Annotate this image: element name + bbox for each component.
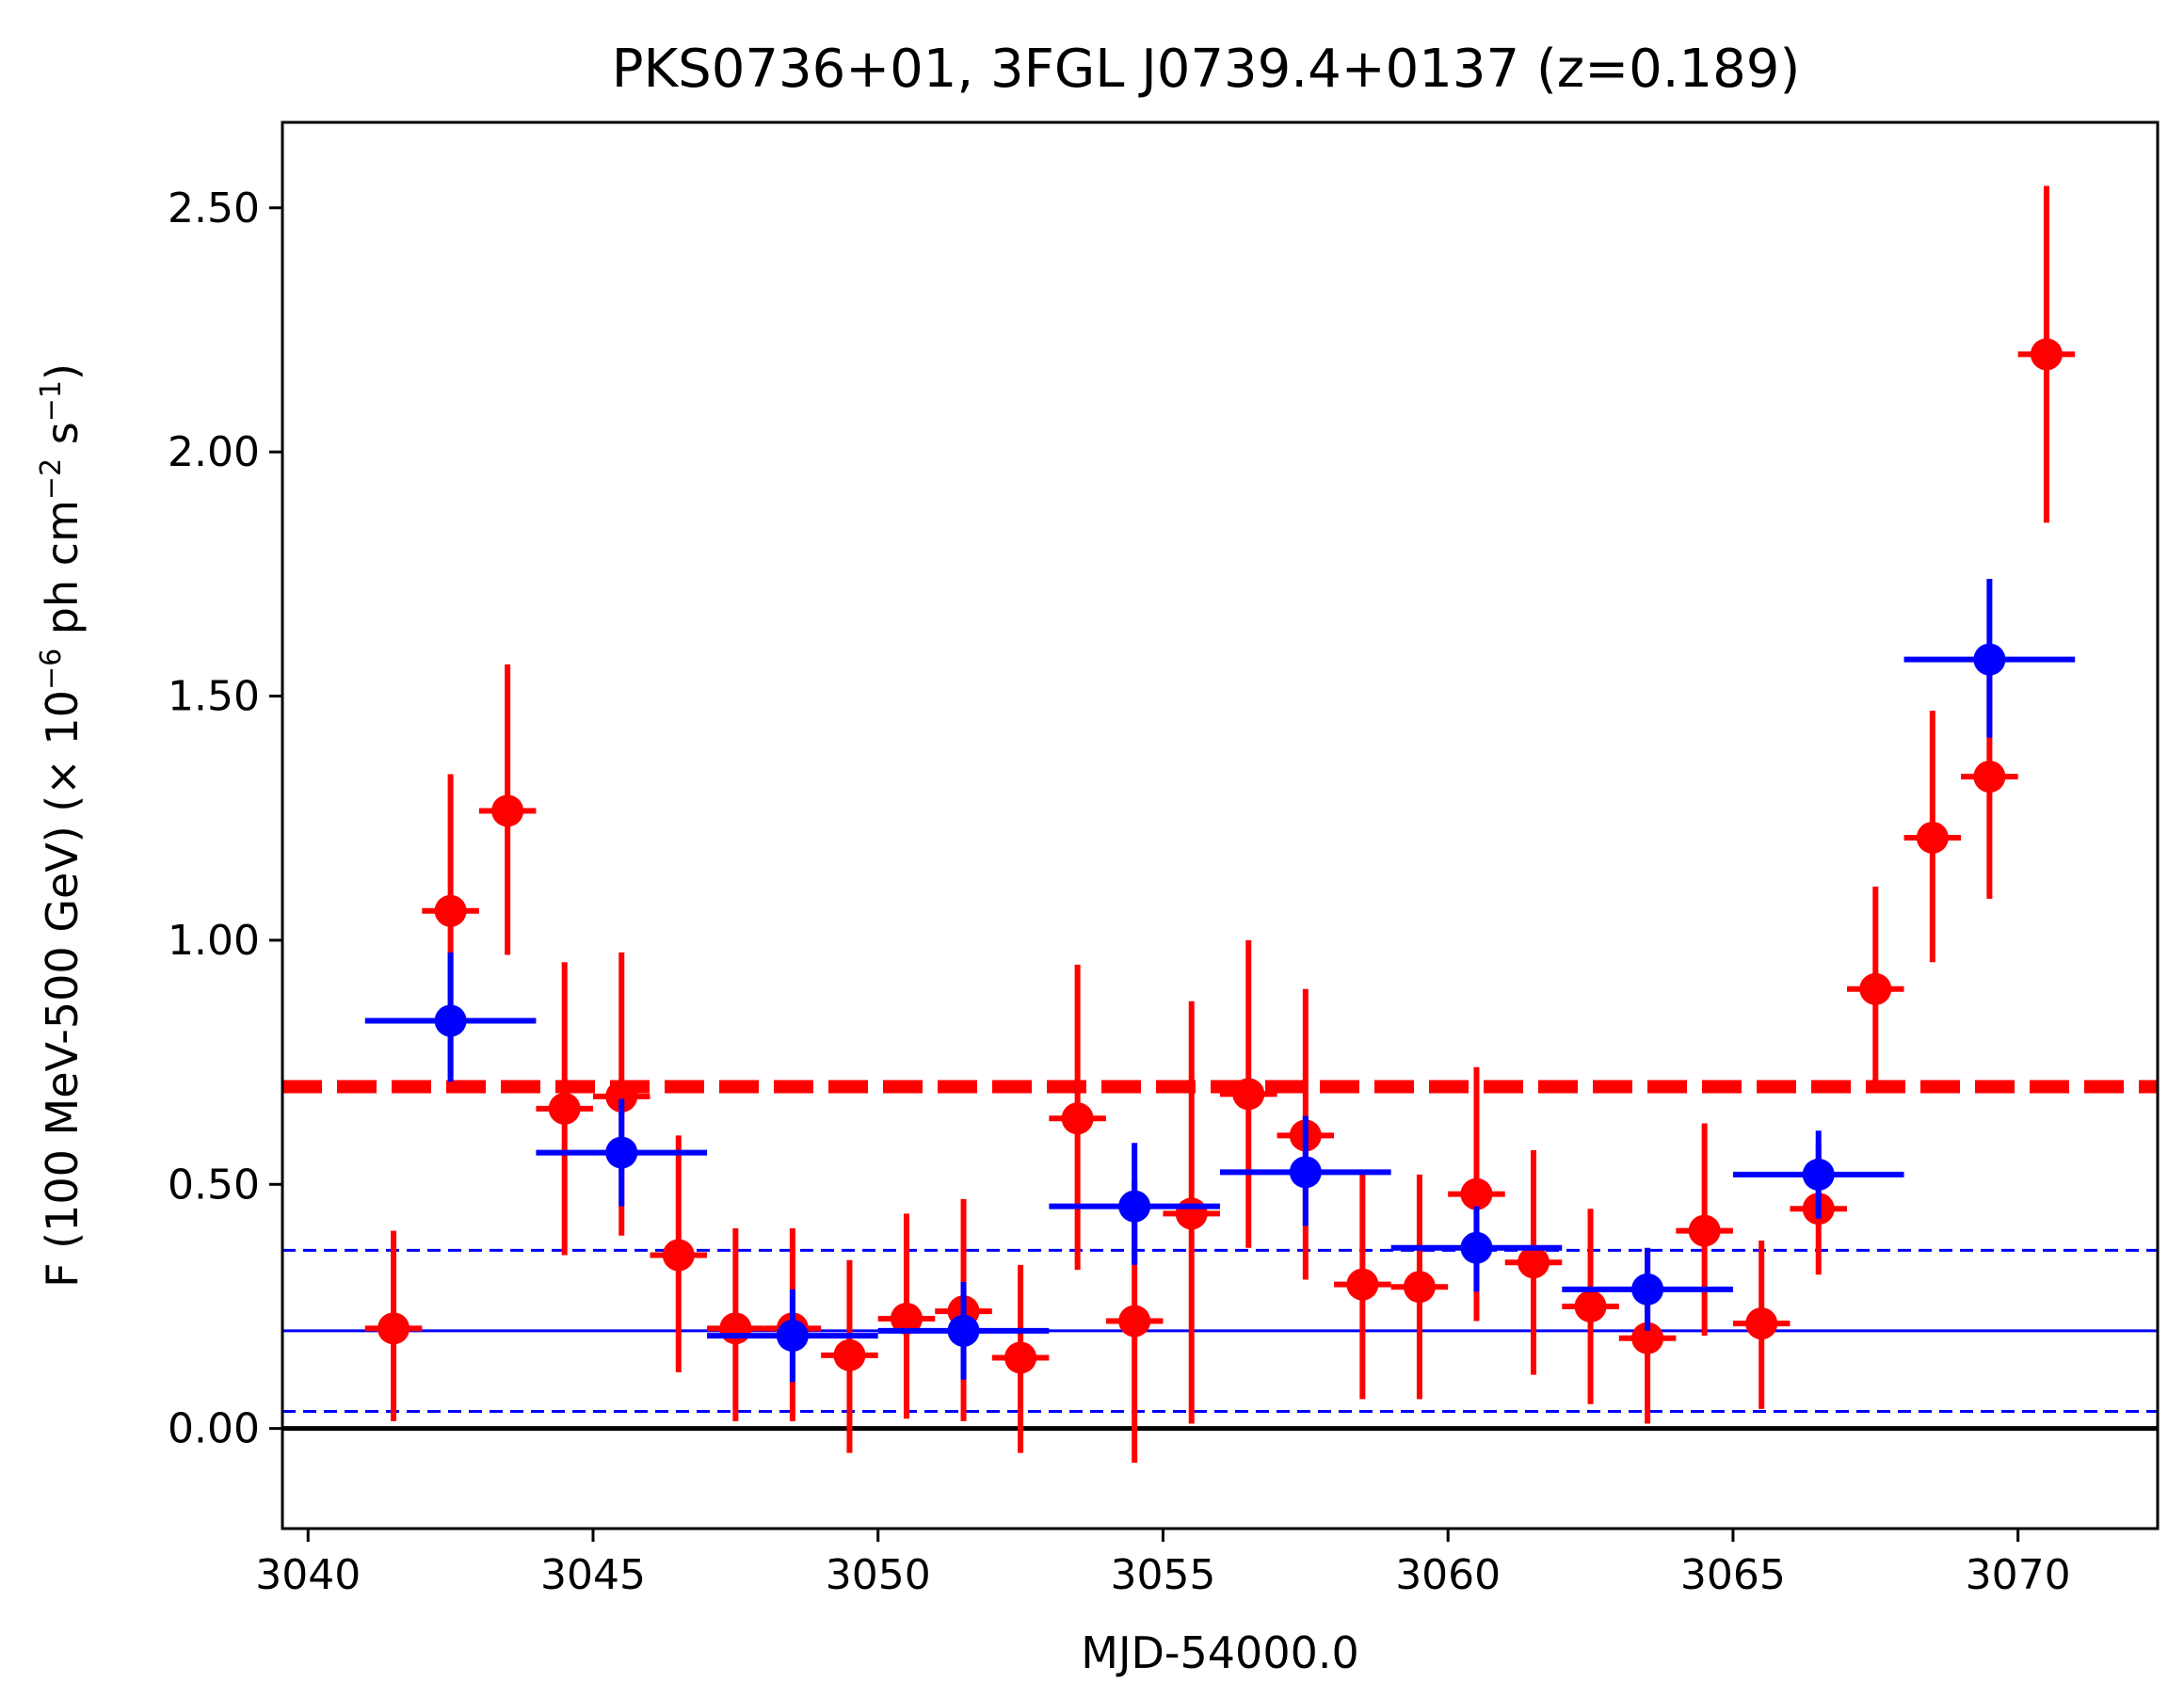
y-label-exp-3: −1 <box>35 380 68 422</box>
data-point <box>776 1320 809 1353</box>
x-axis-ticks: 3040 3045 3050 3055 3060 3065 3070 <box>255 1529 2071 1599</box>
x-tick-label: 3055 <box>1110 1551 1215 1599</box>
data-point <box>1004 1341 1037 1374</box>
data-point <box>1346 1268 1379 1301</box>
data-point <box>1688 1214 1721 1247</box>
series-blue-3day <box>364 579 2076 1383</box>
data-point <box>2030 338 2063 371</box>
data-point <box>1175 1197 1208 1230</box>
reference-lines <box>282 1080 2158 1432</box>
y-label-exp-2: −2 <box>35 458 68 500</box>
data-point <box>434 1004 467 1037</box>
data-point <box>890 1302 923 1335</box>
data-point <box>1289 1156 1322 1189</box>
series-red-1day <box>364 185 2076 1463</box>
y-label-suffix: ) <box>37 363 88 380</box>
plot-area <box>282 185 2158 1463</box>
y-axis-ticks: 0.00 0.50 1.00 1.50 2.00 2.50 <box>168 184 282 1453</box>
axes-frame <box>281 120 2160 1530</box>
y-tick-label: 1.00 <box>168 917 260 965</box>
data-series <box>364 185 2076 1463</box>
data-point <box>1916 821 1949 854</box>
x-tick-label: 3060 <box>1395 1551 1501 1599</box>
y-tick-label: 0.50 <box>168 1161 260 1209</box>
y-tick-label: 2.50 <box>168 184 260 232</box>
data-point <box>1802 1158 1835 1191</box>
data-point <box>1574 1290 1607 1322</box>
chart-title: PKS0736+01, 3FGL J0739.4+0137 (z=0.189) <box>612 39 1801 100</box>
y-label-prefix: F (100 MeV-500 GeV) (× 10 <box>37 690 88 1288</box>
data-point <box>1460 1177 1493 1210</box>
data-point <box>1460 1231 1493 1264</box>
data-point <box>1973 761 2006 793</box>
y-tick-label: 0.00 <box>168 1405 260 1453</box>
data-point <box>1118 1190 1151 1223</box>
data-point <box>1232 1078 1265 1111</box>
data-point <box>1518 1246 1550 1279</box>
x-tick-label: 3050 <box>826 1551 931 1599</box>
data-point <box>377 1312 410 1345</box>
data-point <box>947 1314 980 1347</box>
data-point <box>719 1312 752 1345</box>
x-tick-label: 3040 <box>255 1551 361 1599</box>
x-tick-label: 3070 <box>1966 1551 2071 1599</box>
data-point <box>1631 1322 1664 1354</box>
data-point <box>605 1136 638 1169</box>
y-tick-label: 2.00 <box>168 428 260 476</box>
x-tick-label: 3065 <box>1680 1551 1786 1599</box>
x-tick-label: 3045 <box>540 1551 646 1599</box>
data-point <box>434 894 467 927</box>
data-point <box>662 1239 695 1272</box>
y-label-mid-2: s <box>37 422 88 458</box>
data-point <box>1403 1271 1436 1304</box>
data-point <box>1061 1102 1094 1135</box>
data-point <box>1745 1307 1778 1340</box>
data-point <box>605 1080 638 1113</box>
data-point <box>491 794 524 827</box>
y-label-exp-1: −6 <box>35 649 68 690</box>
data-point <box>1973 643 2006 676</box>
y-tick-label: 1.50 <box>168 673 260 721</box>
data-point <box>833 1338 866 1371</box>
data-point <box>1631 1273 1664 1306</box>
y-axis-label: F (100 MeV-500 GeV) (× 10−6 ph cm−2 s−1) <box>35 363 88 1288</box>
y-label-mid: ph cm <box>37 500 88 649</box>
data-point <box>1118 1305 1151 1338</box>
x-axis-label: MJD-54000.0 <box>1081 1627 1359 1678</box>
data-point <box>1859 972 1892 1005</box>
data-point <box>548 1092 581 1125</box>
